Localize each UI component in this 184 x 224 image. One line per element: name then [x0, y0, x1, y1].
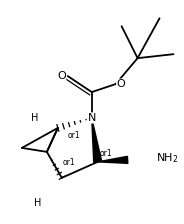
Polygon shape — [98, 156, 128, 163]
Text: or1: or1 — [63, 158, 75, 167]
Text: H: H — [34, 198, 42, 208]
Text: O: O — [117, 79, 125, 89]
Text: or1: or1 — [100, 149, 112, 158]
Text: NH$_2$: NH$_2$ — [155, 151, 178, 165]
Text: N: N — [88, 113, 96, 123]
Text: or1: or1 — [68, 131, 80, 140]
Text: H: H — [31, 113, 38, 123]
Polygon shape — [92, 118, 102, 162]
Text: O: O — [57, 71, 66, 81]
